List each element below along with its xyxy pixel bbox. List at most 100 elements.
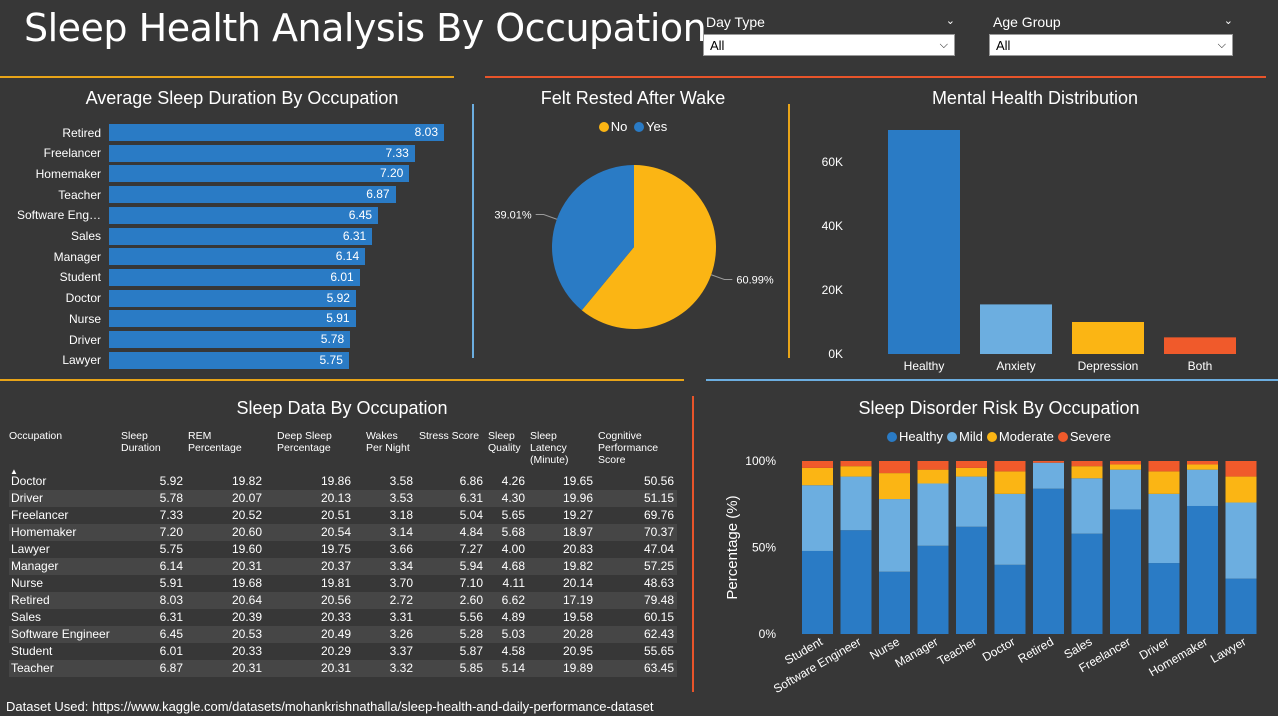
section-divider bbox=[692, 396, 694, 692]
age-group-dropdown[interactable]: All ⌵ bbox=[989, 34, 1233, 56]
bar[interactable]: 6.31 bbox=[109, 227, 373, 245]
chevron-down-icon[interactable]: ⌄ bbox=[945, 15, 955, 27]
value-cell: 2.60 bbox=[416, 592, 486, 609]
value-cell: 7.20 bbox=[119, 524, 186, 541]
table-row[interactable]: Homemaker 7.20 20.60 20.54 3.14 4.84 5.68 18.97… bbox=[9, 524, 677, 541]
chevron-down-icon: ⌵ bbox=[939, 38, 948, 51]
occupation-cell: Homemaker bbox=[9, 524, 119, 541]
bar-segment bbox=[956, 526, 987, 634]
y-tick-label: 100% bbox=[745, 454, 776, 468]
bar[interactable]: 5.91 bbox=[109, 310, 356, 328]
y-axis-title: Percentage (%) bbox=[724, 495, 741, 599]
bar-segment bbox=[1033, 488, 1064, 634]
table-row[interactable]: Sales 6.31 20.39 20.33 3.31 5.56 4.89 19.58 60.1… bbox=[9, 609, 677, 626]
table-row[interactable]: Retired 8.03 20.64 20.56 2.72 2.60 6.62 17.19 79… bbox=[9, 592, 677, 609]
legend-marker bbox=[634, 122, 645, 132]
column-header[interactable]: Sleep Duration bbox=[121, 430, 161, 454]
bar-segment bbox=[879, 499, 910, 572]
bar-segment bbox=[1187, 461, 1218, 465]
y-tick-label: 40K bbox=[822, 219, 843, 233]
age-group-slicer[interactable]: Age Group ⌄ All ⌵ bbox=[989, 14, 1233, 56]
bar[interactable]: 5.78 bbox=[109, 331, 351, 348]
column-header[interactable]: Wakes Per Night bbox=[366, 430, 410, 454]
bar[interactable]: 5.75 bbox=[109, 351, 349, 369]
value-cell: 20.33 bbox=[231, 644, 262, 658]
y-tick-label: 50% bbox=[752, 541, 776, 555]
occupation-cell: Teacher bbox=[9, 660, 119, 677]
value-cell: 20.52 bbox=[231, 508, 262, 522]
legend-label[interactable]: Severe bbox=[1069, 429, 1112, 444]
bar-segment bbox=[1071, 533, 1103, 634]
value-cell: 62.43 bbox=[596, 626, 677, 643]
table-row[interactable]: Freelancer 7.33 20.52 20.51 3.18 5.04 5.65 19.2… bbox=[9, 507, 677, 524]
data-label: 7.33 bbox=[385, 145, 409, 160]
column-header[interactable]: REM Percentage bbox=[188, 430, 242, 454]
legend-marker bbox=[947, 432, 958, 442]
bar-segment bbox=[802, 485, 833, 551]
value-cell: 19.58 bbox=[562, 610, 593, 624]
category-label: Sales bbox=[70, 229, 101, 243]
table-row[interactable]: Doctor 5.92 19.82 19.86 3.58 6.86 4.26 19.65 50.… bbox=[9, 473, 677, 490]
bar-segment bbox=[879, 461, 910, 474]
bar-row: Freelancer 7.33 bbox=[8, 144, 415, 162]
occupation-cell: Student bbox=[11, 644, 53, 658]
bar-segment bbox=[1187, 469, 1218, 506]
value-cell: 20.64 bbox=[186, 592, 265, 609]
bar-segment bbox=[1148, 461, 1180, 472]
day-type-slicer[interactable]: Day Type ⌄ All ⌵ bbox=[703, 14, 955, 56]
bar[interactable]: 6.87 bbox=[109, 186, 396, 204]
table-row[interactable]: Lawyer 5.75 19.60 19.75 3.66 7.27 4.00 20.83 47.… bbox=[9, 541, 677, 558]
bar[interactable]: 7.33 bbox=[109, 144, 415, 162]
bar bbox=[888, 130, 960, 354]
bar-row: Teacher 6.87 bbox=[8, 186, 396, 204]
bar-segment bbox=[840, 530, 872, 634]
category-label: Lawyer bbox=[62, 353, 101, 368]
table-row[interactable]: Nurse 5.91 19.68 19.81 3.70 7.10 4.11 20.14 48.6… bbox=[9, 575, 677, 592]
bar-row: Retired 8.03 bbox=[8, 124, 444, 141]
legend-marker bbox=[886, 432, 897, 442]
column-header[interactable]: Stress Score bbox=[419, 430, 480, 442]
legend-marker bbox=[1057, 432, 1068, 442]
slicer-label: Age Group bbox=[993, 14, 1061, 30]
legend-label[interactable]: Mild bbox=[959, 429, 983, 444]
sort-asc-icon[interactable]: ▲ bbox=[10, 467, 18, 476]
value-cell: 3.70 bbox=[389, 576, 413, 590]
value-cell: 18.97 bbox=[528, 524, 596, 541]
column-header[interactable]: Sleep Quality bbox=[488, 430, 521, 454]
value-cell: 57.25 bbox=[596, 558, 677, 575]
x-tick-label: Anxiety bbox=[996, 359, 1035, 373]
column-header[interactable]: Deep Sleep Percentage bbox=[277, 430, 332, 454]
table-row[interactable]: Manager 6.14 20.31 20.37 3.34 5.94 4.68 19.82 57… bbox=[9, 558, 677, 575]
occupation-cell: Freelancer bbox=[11, 508, 69, 522]
bar bbox=[980, 304, 1052, 354]
section-divider bbox=[0, 379, 684, 381]
bar-segment bbox=[917, 483, 949, 546]
chevron-down-icon[interactable]: ⌄ bbox=[1223, 15, 1233, 27]
table-row[interactable]: Software Engineer 6.45 20.53 20.49 3.26 5.28 5… bbox=[9, 626, 677, 643]
bar[interactable]: 5.92 bbox=[109, 289, 356, 307]
column-header[interactable]: Cognitive Performance Score bbox=[598, 430, 659, 466]
column-header[interactable]: Sleep Latency (Minute) bbox=[530, 430, 569, 466]
bar-segment bbox=[1225, 502, 1257, 579]
table-row[interactable]: Teacher 6.87 20.31 20.31 3.32 5.85 5.14 19.89 63… bbox=[9, 660, 677, 677]
legend-label[interactable]: Moderate bbox=[998, 429, 1054, 444]
value-cell: 20.29 bbox=[320, 644, 351, 658]
legend-label[interactable]: Healthy bbox=[898, 429, 944, 444]
value-cell: 47.04 bbox=[643, 542, 674, 556]
table-row[interactable]: Driver 5.78 20.07 20.13 3.53 6.31 4.30 19.96 51.… bbox=[9, 490, 677, 507]
bar[interactable]: 8.03 bbox=[109, 124, 444, 141]
table-header-row: Occupation Sleep Duration REM Percentage… bbox=[9, 430, 677, 470]
table-row[interactable]: Student 6.01 20.33 20.29 3.37 5.87 4.58 20.95 55… bbox=[9, 643, 677, 660]
value-cell: 63.45 bbox=[596, 660, 677, 677]
bar[interactable]: 6.14 bbox=[109, 248, 366, 266]
day-type-dropdown[interactable]: All ⌵ bbox=[703, 34, 955, 56]
bar[interactable]: 6.45 bbox=[109, 206, 379, 224]
value-cell: 4.26 bbox=[501, 474, 525, 488]
bar[interactable]: 6.01 bbox=[109, 268, 360, 286]
x-tick-label: Teacher bbox=[935, 634, 979, 667]
value-cell: 19.89 bbox=[528, 660, 596, 677]
bar[interactable]: 7.20 bbox=[109, 165, 410, 183]
dataset-footer[interactable]: Dataset Used: https://www.kaggle.com/dat… bbox=[6, 699, 654, 714]
column-header[interactable]: Occupation bbox=[9, 430, 63, 442]
